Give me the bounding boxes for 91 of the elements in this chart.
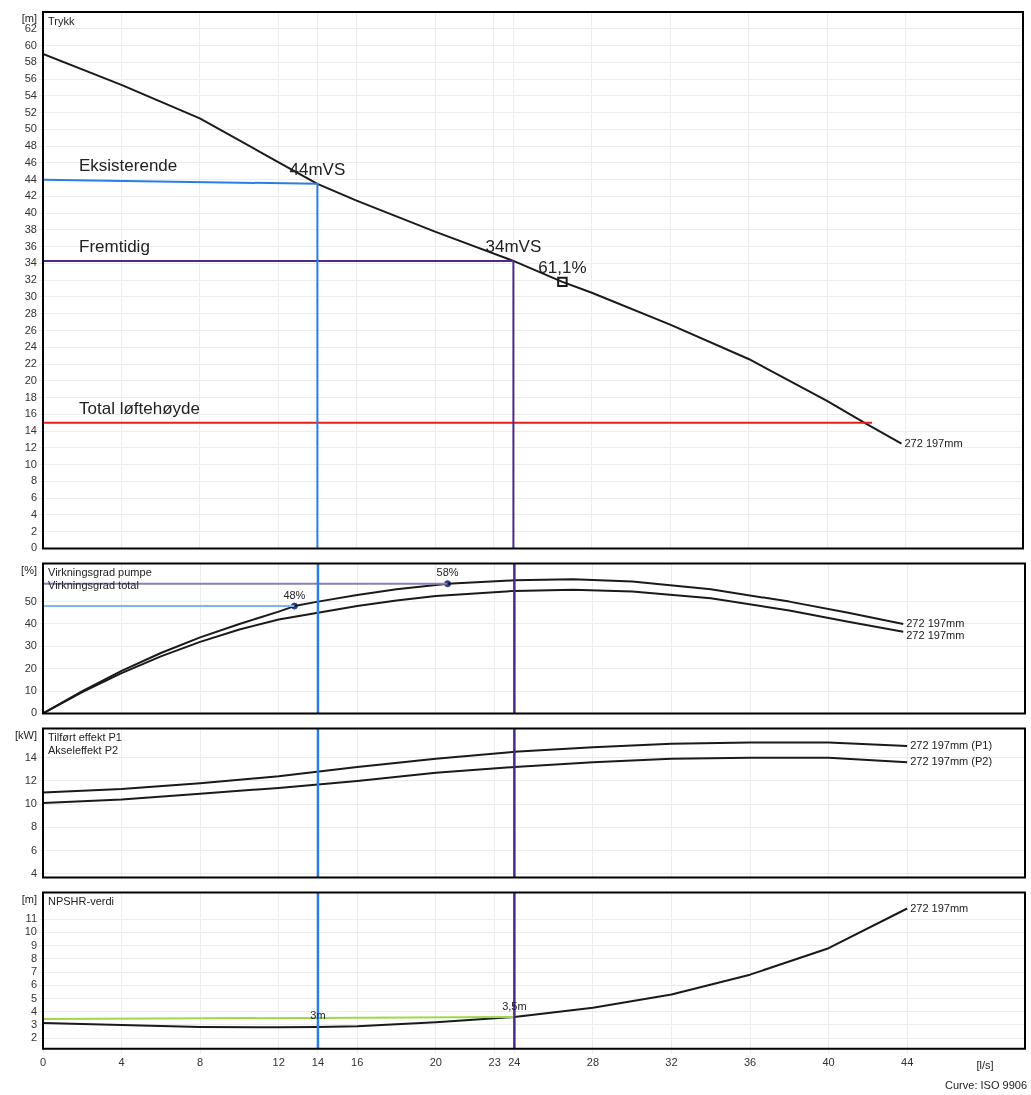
chart-title: Virkningsgrad pumpe: [48, 566, 152, 579]
y-tick-label: 50: [24, 122, 37, 135]
x-tick-label: 44: [901, 1056, 914, 1069]
y-tick-label: 48: [24, 139, 37, 152]
y-tick-label: 42: [24, 189, 37, 202]
x-tick-label: 40: [822, 1056, 835, 1069]
y-tick-label: 0: [30, 541, 37, 554]
x-tick-label: 24: [508, 1056, 521, 1069]
chart-title: Tilført effekt P1: [48, 731, 122, 744]
y-tick-label: 10: [24, 684, 37, 697]
y-tick-label: 4: [30, 507, 37, 520]
text: Curve: ISO 9906: [945, 1078, 1027, 1091]
y-tick-label: 14: [24, 750, 37, 763]
y-tick-label: 6: [30, 843, 37, 856]
annotation: 48%: [283, 588, 306, 601]
y-tick-label: 18: [24, 390, 37, 403]
x-tick-label: 16: [351, 1056, 364, 1069]
annotation: Fremtidig: [79, 237, 150, 257]
y-tick-label: 7: [30, 965, 37, 978]
y-tick-label: 28: [24, 306, 37, 319]
chart-title: NPSHR-verdi: [48, 895, 115, 908]
y-tick-label: 10: [24, 797, 37, 810]
y-tick-label: 8: [30, 820, 37, 833]
y-tick-label: 3: [30, 1018, 37, 1030]
series-label: 272 197mm (P2): [910, 755, 993, 768]
y-tick-label: 30: [24, 639, 37, 652]
y-tick-label: 4: [30, 866, 37, 879]
y-tick-label: 60: [24, 38, 37, 51]
chart-title: Trykk: [48, 14, 75, 27]
y-tick-label: 36: [24, 239, 37, 252]
y-tick-label: 10: [24, 925, 37, 938]
y-axis-title: [kW]: [15, 728, 37, 741]
series-label: 272 197mm (P1): [910, 739, 993, 752]
y-tick-label: 8: [30, 474, 37, 487]
y-tick-label: 38: [24, 222, 37, 235]
y-tick-label: 46: [24, 155, 37, 168]
x-tick-label: 32: [665, 1056, 678, 1069]
y-tick-label: 12: [24, 773, 37, 786]
y-tick-label: 2: [30, 524, 37, 537]
y-axis-title: [m]: [21, 892, 37, 905]
y-tick-label: 22: [24, 357, 37, 370]
x-tick-label: 8: [197, 1056, 204, 1069]
y-tick-label: 30: [24, 289, 37, 302]
x-tick-label: 14: [311, 1056, 325, 1069]
x-tick-label: 4: [118, 1056, 125, 1069]
annotation: 34mVS: [485, 237, 542, 257]
y-tick-label: 32: [24, 273, 37, 286]
x-tick-label: 28: [586, 1056, 600, 1069]
x-tick-label: 36: [743, 1056, 757, 1069]
x-tick-label: 0: [39, 1056, 47, 1069]
series-label: 272 197mm: [904, 436, 963, 449]
y-tick-label: 50: [24, 594, 37, 607]
y-tick-label: 56: [24, 72, 37, 85]
annotation: Eksisterende: [79, 155, 178, 175]
y-tick-label: 16: [24, 407, 37, 420]
y-tick-label: 2: [30, 1031, 37, 1044]
x-axis-title: [l/s]: [976, 1059, 994, 1072]
annotation: 44mVS: [289, 160, 346, 179]
y-tick-label: 40: [24, 617, 37, 629]
annotation: Total løftehøyde: [79, 398, 200, 418]
y-tick-label: 44: [24, 172, 37, 185]
x-tick-label: 20: [429, 1056, 442, 1069]
y-tick-label: 11: [25, 912, 37, 925]
y-tick-label: 12: [24, 440, 37, 453]
y-tick-label: 8: [30, 951, 37, 964]
y-tick-label: 52: [24, 105, 37, 118]
series-label: 272 197mm: [906, 617, 965, 629]
y-tick-label: 20: [24, 661, 37, 674]
y-tick-label: 26: [24, 323, 37, 336]
y-tick-label: 10: [24, 457, 37, 470]
y-tick-label: 5: [30, 991, 37, 1004]
series-label: 272 197mm: [910, 901, 969, 914]
y-tick-label: 58: [24, 55, 37, 68]
x-tick-label: 12: [272, 1056, 285, 1069]
y-tick-label: 14: [24, 424, 37, 437]
y-tick-label: 40: [24, 206, 37, 219]
series-label: 272 197mm: [906, 628, 965, 641]
annotation: 58%: [436, 566, 459, 579]
y-tick-label: 6: [30, 491, 37, 504]
annotation: Akseleffekt P2: [48, 744, 119, 757]
y-tick-label: 34: [24, 256, 37, 269]
y-tick-label: 54: [24, 88, 37, 101]
y-tick-label: 0: [30, 706, 37, 719]
annotation: 61,1%: [538, 258, 587, 278]
y-axis-title: [%]: [21, 563, 37, 576]
y-tick-label: 4: [30, 1004, 37, 1017]
y-tick-label: 6: [30, 978, 37, 991]
x-tick-label: 23: [488, 1056, 501, 1069]
y-tick-label: 24: [24, 340, 37, 353]
y-tick-label: 9: [30, 938, 37, 951]
y-tick-label: 20: [24, 373, 37, 386]
